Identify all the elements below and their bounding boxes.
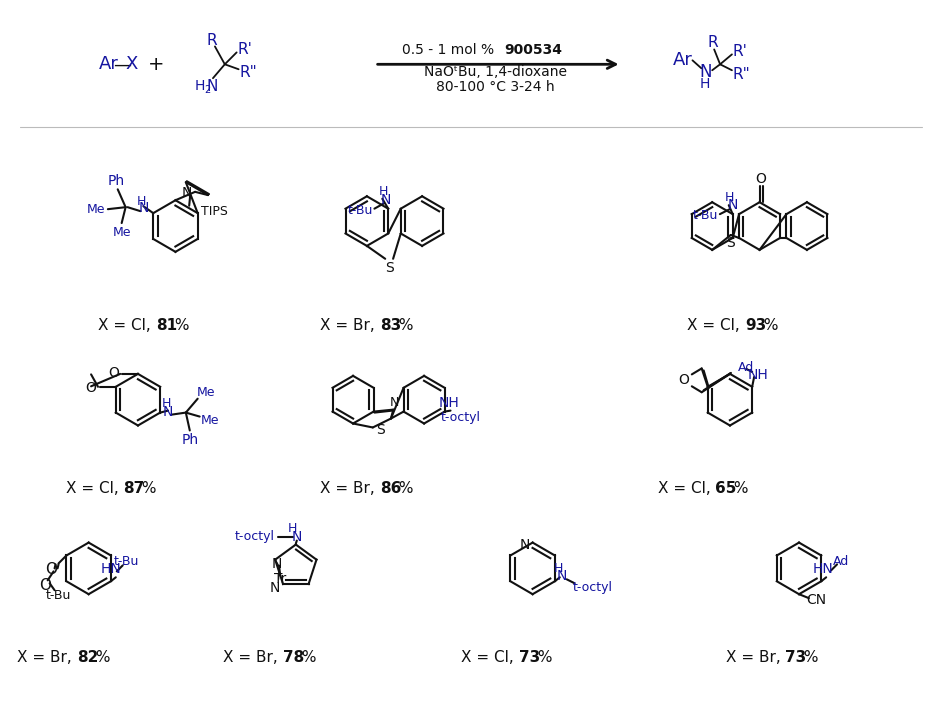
Text: H: H	[288, 522, 297, 535]
Text: O: O	[755, 172, 766, 186]
Text: R': R'	[237, 42, 252, 57]
Text: |: |	[277, 568, 280, 579]
Text: t-Bu: t-Bu	[114, 555, 139, 568]
Text: N: N	[390, 396, 399, 409]
Text: —: —	[113, 55, 131, 73]
Text: HN: HN	[813, 562, 834, 577]
Text: O: O	[86, 381, 96, 395]
Text: +: +	[148, 55, 164, 73]
Text: Tr: Tr	[274, 572, 286, 587]
Text: O: O	[108, 366, 119, 380]
Text: 83: 83	[380, 318, 401, 333]
Text: 900534: 900534	[504, 43, 562, 58]
Text: t-Bu: t-Bu	[46, 589, 71, 602]
Text: Me: Me	[112, 227, 131, 240]
Text: NH: NH	[748, 368, 769, 382]
Text: 86: 86	[380, 482, 401, 497]
Text: Me: Me	[196, 386, 215, 400]
Text: N: N	[138, 201, 149, 215]
Text: TIPS: TIPS	[201, 205, 228, 218]
Text: t-Bu: t-Bu	[348, 204, 373, 217]
Text: 93: 93	[745, 318, 766, 333]
Text: Ad: Ad	[738, 361, 755, 374]
Text: X = Br,: X = Br,	[223, 650, 283, 665]
Text: N: N	[292, 530, 302, 544]
Text: 73: 73	[785, 650, 807, 665]
Text: S: S	[385, 261, 394, 275]
Text: CN: CN	[807, 593, 827, 607]
Text: %: %	[169, 318, 189, 333]
Text: Me: Me	[87, 202, 106, 216]
Text: X = Cl,: X = Cl,	[687, 318, 745, 333]
Text: %: %	[729, 482, 749, 497]
Text: R': R'	[732, 44, 747, 59]
Text: 0.5 - 1 mol %: 0.5 - 1 mol %	[402, 43, 498, 58]
Text: R: R	[708, 35, 718, 50]
Text: t-octyl: t-octyl	[440, 411, 481, 424]
Text: H: H	[379, 185, 388, 198]
Text: 87: 87	[123, 482, 144, 497]
Text: %: %	[533, 650, 553, 665]
Text: H: H	[162, 397, 171, 410]
Text: Ad: Ad	[833, 555, 849, 568]
Text: O: O	[38, 577, 50, 593]
Text: 73: 73	[519, 650, 540, 665]
Text: N: N	[272, 557, 282, 571]
Text: HN: HN	[100, 562, 122, 577]
Text: H: H	[194, 79, 206, 93]
Text: S: S	[726, 236, 735, 250]
Text: NH: NH	[439, 396, 459, 410]
Text: t-Bu: t-Bu	[693, 209, 718, 222]
Text: N: N	[207, 78, 218, 94]
Text: X = Br,: X = Br,	[320, 482, 380, 497]
Text: R": R"	[239, 65, 257, 80]
Text: 2: 2	[204, 85, 210, 95]
Text: N: N	[699, 63, 712, 81]
Text: O: O	[46, 562, 58, 577]
Text: X = Cl,: X = Cl,	[65, 482, 123, 497]
Text: X = Cl,: X = Cl,	[461, 650, 519, 665]
Text: N: N	[556, 570, 567, 583]
Text: %: %	[137, 482, 156, 497]
Text: H: H	[725, 191, 734, 204]
Text: Ar: Ar	[98, 55, 119, 73]
Text: t-octyl: t-octyl	[235, 530, 274, 543]
Text: S: S	[376, 423, 385, 438]
Text: O: O	[679, 374, 689, 387]
Text: X: X	[126, 55, 138, 73]
Text: 65: 65	[715, 482, 737, 497]
Text: X = Cl,: X = Cl,	[657, 482, 715, 497]
Text: NaOᵗBu, 1,4-dioxane: NaOᵗBu, 1,4-dioxane	[424, 66, 567, 79]
Text: H: H	[554, 562, 564, 575]
Text: 80-100 °C 3-24 h: 80-100 °C 3-24 h	[436, 80, 554, 94]
Text: X = Cl,: X = Cl,	[98, 318, 156, 333]
Text: Ar: Ar	[672, 51, 693, 69]
Text: %: %	[91, 650, 110, 665]
Text: R": R"	[733, 67, 751, 82]
Text: %: %	[394, 482, 413, 497]
Text: 78: 78	[283, 650, 304, 665]
Text: 82: 82	[77, 650, 98, 665]
Text: Ph: Ph	[181, 433, 198, 447]
Text: H: H	[700, 77, 711, 91]
Text: N: N	[727, 198, 738, 212]
Text: N: N	[381, 193, 392, 207]
Text: %: %	[296, 650, 316, 665]
Text: N: N	[182, 186, 193, 200]
Text: %: %	[799, 650, 818, 665]
Text: H: H	[137, 194, 146, 208]
Text: N: N	[520, 538, 530, 552]
Text: Me: Me	[200, 414, 219, 427]
Text: %: %	[394, 318, 413, 333]
Text: X = Br,: X = Br,	[320, 318, 380, 333]
Text: Ph: Ph	[108, 174, 124, 189]
Text: R: R	[207, 33, 217, 48]
Text: N: N	[163, 405, 173, 418]
Text: %: %	[758, 318, 778, 333]
Text: t-octyl: t-octyl	[572, 581, 612, 594]
Text: X = Br,: X = Br,	[726, 650, 785, 665]
Text: 81: 81	[156, 318, 177, 333]
Text: N: N	[270, 581, 280, 595]
Text: X = Br,: X = Br,	[17, 650, 77, 665]
